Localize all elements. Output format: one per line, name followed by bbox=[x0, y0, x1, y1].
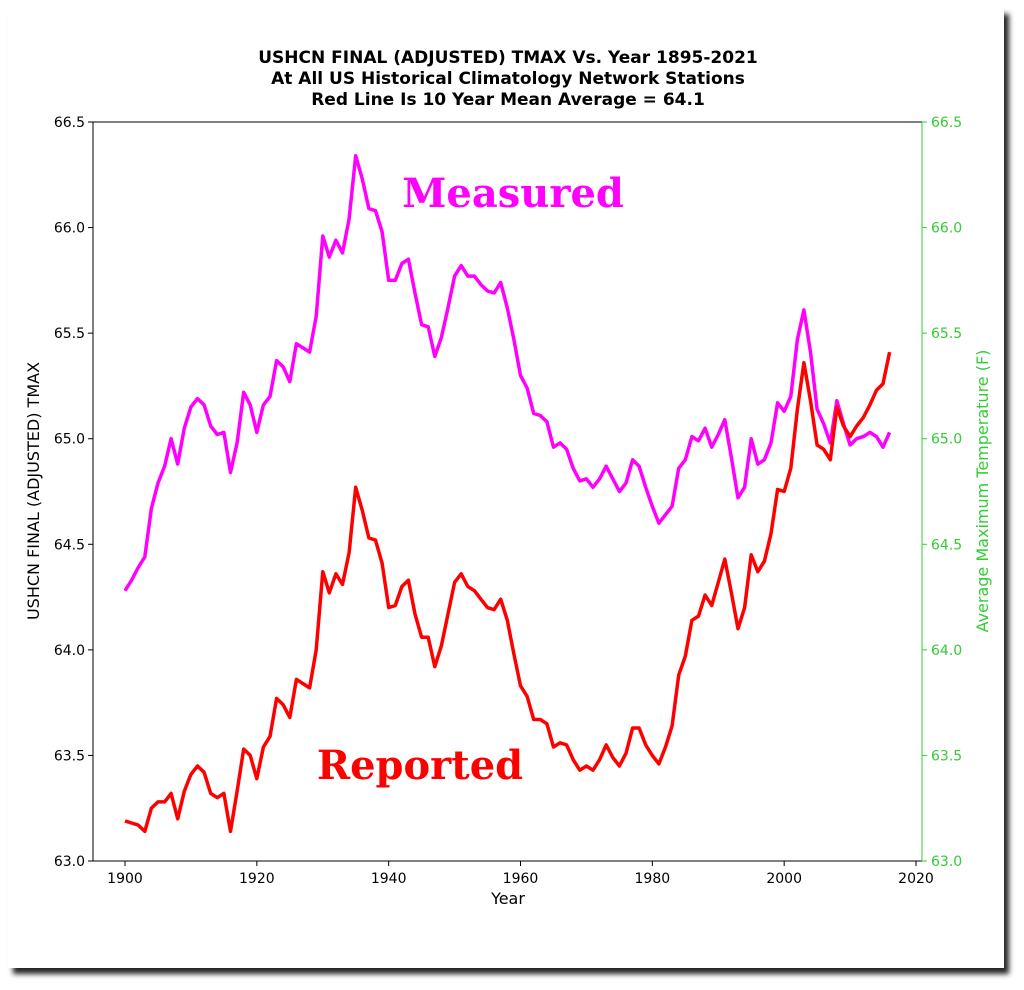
x-tick-label: 1900 bbox=[107, 871, 143, 887]
series-line-measured bbox=[123, 154, 892, 592]
y-tick-label-left: 65.5 bbox=[54, 326, 85, 342]
x-tick-label: 1960 bbox=[503, 871, 539, 887]
y-tick-label-left: 64.0 bbox=[54, 643, 85, 659]
title-line-1: USHCN FINAL (ADJUSTED) TMAX Vs. Year 189… bbox=[258, 48, 757, 68]
annotation-reported: Reported bbox=[317, 742, 523, 789]
y-tick-label-left: 63.5 bbox=[54, 748, 85, 764]
x-tick-label: 1940 bbox=[371, 871, 407, 887]
y-tick-label-right: 65.0 bbox=[931, 432, 962, 448]
x-tick-label: 1980 bbox=[635, 871, 671, 887]
title-line-2: At All US Historical Climatology Network… bbox=[271, 69, 745, 89]
y-tick-label-right: 64.0 bbox=[931, 643, 962, 659]
y-tick-label-right: 64.5 bbox=[931, 537, 962, 553]
y-tick-label-right: 66.5 bbox=[931, 115, 962, 131]
y-axis-label-right: Average Maximum Temperature (F) bbox=[973, 350, 992, 633]
y-tick-label-left: 63.0 bbox=[54, 854, 85, 870]
y-tick-label-right: 63.0 bbox=[931, 854, 962, 870]
x-axis-label: Year bbox=[490, 889, 525, 908]
x-tick-label: 2020 bbox=[898, 871, 934, 887]
y-tick-label-left: 65.0 bbox=[54, 432, 85, 448]
chart-title: USHCN FINAL (ADJUSTED) TMAX Vs. Year 189… bbox=[258, 48, 757, 110]
series-line-reported bbox=[124, 351, 892, 834]
title-line-3: Red Line Is 10 Year Mean Average = 64.1 bbox=[311, 90, 705, 110]
y-tick-label-left: 64.5 bbox=[54, 537, 85, 553]
x-tick-label: 2000 bbox=[766, 871, 802, 887]
y-tick-label-left: 66.0 bbox=[54, 221, 85, 237]
x-tick-label: 1920 bbox=[239, 871, 275, 887]
y-tick-label-right: 65.5 bbox=[931, 326, 962, 342]
y-tick-label-right: 66.0 bbox=[931, 221, 962, 237]
y-axis-label-left: USHCN FINAL (ADJUSTED) TMAX bbox=[24, 362, 43, 620]
annotation-measured: Measured bbox=[402, 170, 624, 217]
y-tick-label-left: 66.5 bbox=[54, 115, 85, 131]
y-tick-label-right: 63.5 bbox=[931, 748, 962, 764]
